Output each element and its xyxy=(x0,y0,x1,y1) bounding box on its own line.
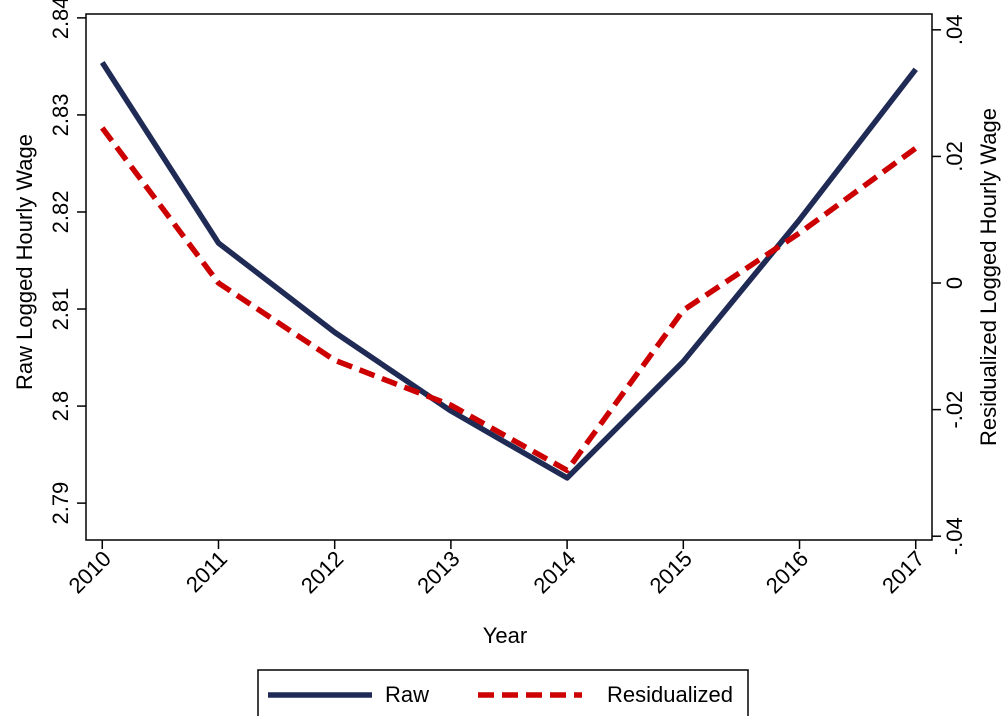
y2-tick-label: -.02 xyxy=(942,391,967,429)
series-line xyxy=(99,61,918,481)
x-tick-label: 2012 xyxy=(296,546,348,598)
x-tick-label: 2011 xyxy=(181,546,232,597)
y2-tick-label: 0 xyxy=(942,277,967,289)
x-tick-label: 2016 xyxy=(761,546,813,598)
y-tick-label: 2.82 xyxy=(48,191,73,234)
x-tick-label: 2013 xyxy=(412,546,464,598)
legend-box xyxy=(257,669,749,716)
y2-tick-label: -.04 xyxy=(942,517,967,555)
y-tick-label: 2.81 xyxy=(48,288,73,331)
y-tick-label: 2.79 xyxy=(48,482,73,525)
x-tick-label: 2015 xyxy=(645,546,697,598)
legend-label: Raw xyxy=(385,682,429,707)
y-tick-label: 2.83 xyxy=(48,94,73,137)
y2-tick-label: .02 xyxy=(942,141,967,172)
legend-label: Residualized xyxy=(607,682,733,707)
y2-tick-label: .04 xyxy=(942,15,967,46)
y-tick-label: 2.8 xyxy=(48,391,73,422)
x-tick-label: 2017 xyxy=(877,546,929,598)
y-axis-title: Raw Logged Hourly Wage xyxy=(12,134,37,390)
series-line xyxy=(100,126,918,474)
x-axis-title: Year xyxy=(483,623,527,648)
y-tick-label: 2.84 xyxy=(48,0,73,39)
y2-axis-title: Residualized Logged Hourly Wage xyxy=(976,108,1001,446)
x-tick-label: 2014 xyxy=(528,546,580,598)
x-tick-label: 2010 xyxy=(64,546,116,598)
plot-frame xyxy=(85,13,933,541)
